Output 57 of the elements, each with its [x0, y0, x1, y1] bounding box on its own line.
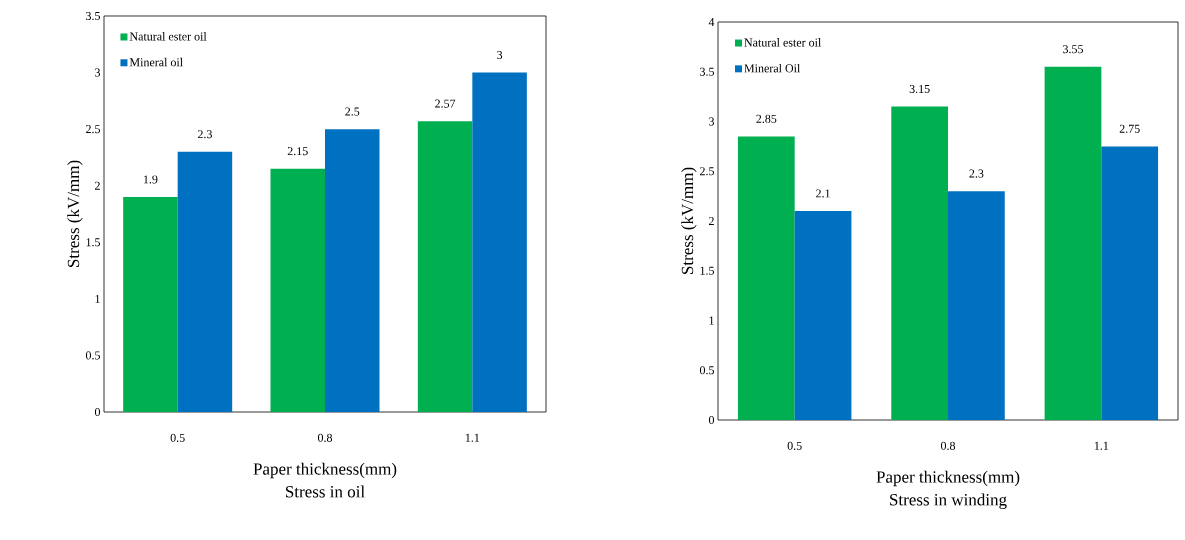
bar: [325, 129, 380, 412]
data-label: 3.55: [1063, 45, 1084, 54]
bar: [177, 151, 233, 412]
x-axis-title: Paper thickness(mm): [253, 462, 397, 479]
x-tick-label: 0.5: [170, 433, 185, 442]
text: Stress in oil: [286, 485, 365, 498]
x-tick-label: 0.5: [787, 441, 802, 450]
y-tick-label: 0.5: [699, 366, 715, 375]
bar: [123, 197, 178, 412]
x-tick-label: 1.1: [1094, 441, 1109, 450]
y-tick-label: 3.5: [700, 67, 715, 76]
y-tick-label: 2: [709, 217, 714, 225]
legend-label: Natural ester oil: [129, 32, 207, 41]
y-tick-label: 1: [709, 316, 714, 325]
y-tick-label: 2.5: [700, 167, 715, 176]
data-label: 2.1: [816, 189, 830, 198]
data-label: 2.15: [287, 147, 308, 156]
bar: [1044, 66, 1102, 420]
data-label: 2.5: [345, 107, 360, 116]
y-tick-label: 0: [94, 407, 101, 417]
y-tick-label: 3: [95, 68, 101, 77]
data-label: 3: [497, 50, 503, 60]
x-tick-label: 1.1: [465, 433, 480, 442]
bar: [270, 168, 325, 412]
data-label: 2.3: [197, 130, 212, 139]
legend-label: Natural ester oil: [744, 38, 822, 47]
text: Stress in winding: [890, 493, 1007, 510]
y-tick-label: 1.5: [700, 266, 715, 275]
bar: [737, 136, 795, 420]
y-tick-label: 0: [708, 415, 715, 425]
y-tick-label: 0.5: [85, 351, 101, 360]
data-label: 1.9: [143, 175, 158, 184]
y-tick-label: 1.5: [86, 238, 101, 247]
y-tick-label: 2.5: [86, 125, 101, 134]
y-tick-label: 3: [709, 117, 715, 126]
x-axis-title: Paper thickness(mm): [876, 470, 1020, 487]
x-tick-label: 0.8: [940, 441, 956, 450]
data-label: 2.57: [435, 99, 456, 108]
y-tick-label: 2: [95, 181, 100, 190]
x-tick-label: 0.8: [317, 433, 333, 442]
legend-label: Mineral oil: [129, 57, 183, 67]
bar: [472, 72, 527, 412]
y-tick-label: 4: [708, 18, 715, 26]
y-tick-label: 1: [95, 294, 100, 303]
bar: [1101, 146, 1159, 420]
bar: [891, 106, 949, 420]
bar: [794, 211, 852, 420]
y-axis-title: Stress (kV/mm): [681, 167, 697, 274]
bar: [948, 191, 1005, 420]
data-label: 3.15: [909, 84, 930, 94]
legend-label: Mineral Oil: [744, 63, 801, 73]
bar: [417, 121, 473, 412]
y-tick-label: 3.5: [86, 11, 101, 21]
data-label: 2.85: [756, 114, 777, 123]
y-axis-title: Stress (kV/mm): [67, 160, 83, 267]
data-label: 2.75: [1119, 124, 1140, 133]
data-label: 2.3: [969, 169, 984, 178]
